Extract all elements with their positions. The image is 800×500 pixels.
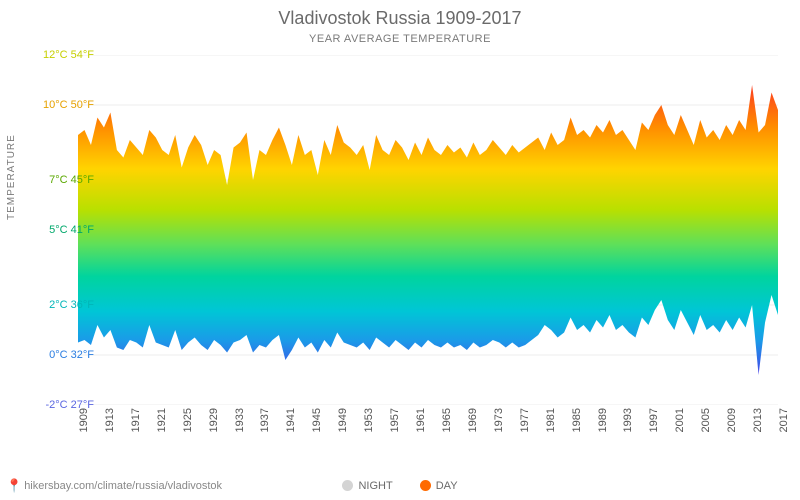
x-tick-label: 2005 — [700, 408, 712, 432]
x-tick-label: 1977 — [519, 408, 531, 432]
x-tick-label: 2009 — [726, 408, 738, 432]
y-tick-label: 7°C 45°F — [49, 174, 94, 186]
x-tick-label: 1917 — [130, 408, 142, 432]
day-swatch-icon — [420, 480, 431, 491]
y-tick-label: 10°C 50°F — [43, 99, 94, 111]
x-tick-label: 1925 — [182, 408, 194, 432]
source-url: hikersbay.com/climate/russia/vladivostok — [24, 480, 222, 492]
y-axis-label: TEMPERATURE — [6, 134, 17, 220]
y-tick-label: 5°C 41°F — [49, 224, 94, 236]
x-tick-label: 1941 — [285, 408, 297, 432]
x-tick-label: 2017 — [778, 408, 790, 432]
x-tick-label: 1937 — [259, 408, 271, 432]
x-tick-label: 1921 — [156, 408, 168, 432]
x-tick-label: 1969 — [467, 408, 479, 432]
x-tick-label: 1933 — [234, 408, 246, 432]
x-tick-label: 1973 — [493, 408, 505, 432]
chart-title: Vladivostok Russia 1909-2017 — [0, 0, 800, 29]
legend-item-night: NIGHT — [342, 480, 392, 492]
x-tick-label: 1993 — [622, 408, 634, 432]
legend-label-night: NIGHT — [358, 480, 392, 492]
temperature-chart — [78, 55, 778, 405]
x-tick-label: 1989 — [597, 408, 609, 432]
x-tick-label: 1981 — [545, 408, 557, 432]
source-attribution: 📍 hikersbay.com/climate/russia/vladivost… — [6, 478, 222, 494]
x-tick-label: 1929 — [208, 408, 220, 432]
x-tick-label: 1965 — [441, 408, 453, 432]
chart-area — [78, 55, 778, 405]
x-tick-label: 2013 — [752, 408, 764, 432]
map-pin-icon: 📍 — [6, 478, 22, 494]
x-tick-label: 1913 — [104, 408, 116, 432]
chart-subtitle: YEAR AVERAGE TEMPERATURE — [0, 29, 800, 45]
y-tick-label: 12°C 54°F — [43, 49, 94, 61]
legend-label-day: DAY — [436, 480, 458, 492]
x-tick-label: 1909 — [78, 408, 90, 432]
legend-item-day: DAY — [420, 480, 458, 492]
x-tick-label: 1997 — [648, 408, 660, 432]
y-tick-label: 0°C 32°F — [49, 349, 94, 361]
night-swatch-icon — [342, 480, 353, 491]
x-tick-label: 1953 — [363, 408, 375, 432]
y-tick-label: 2°C 36°F — [49, 299, 94, 311]
x-tick-label: 2001 — [674, 408, 686, 432]
x-tick-label: 1949 — [337, 408, 349, 432]
x-tick-label: 1945 — [311, 408, 323, 432]
x-tick-label: 1961 — [415, 408, 427, 432]
x-tick-label: 1957 — [389, 408, 401, 432]
x-tick-label: 1985 — [571, 408, 583, 432]
x-axis-ticks: 1909 1913 1917 1921 1925 1929 1933 1937 1941 1945… — [78, 408, 778, 458]
